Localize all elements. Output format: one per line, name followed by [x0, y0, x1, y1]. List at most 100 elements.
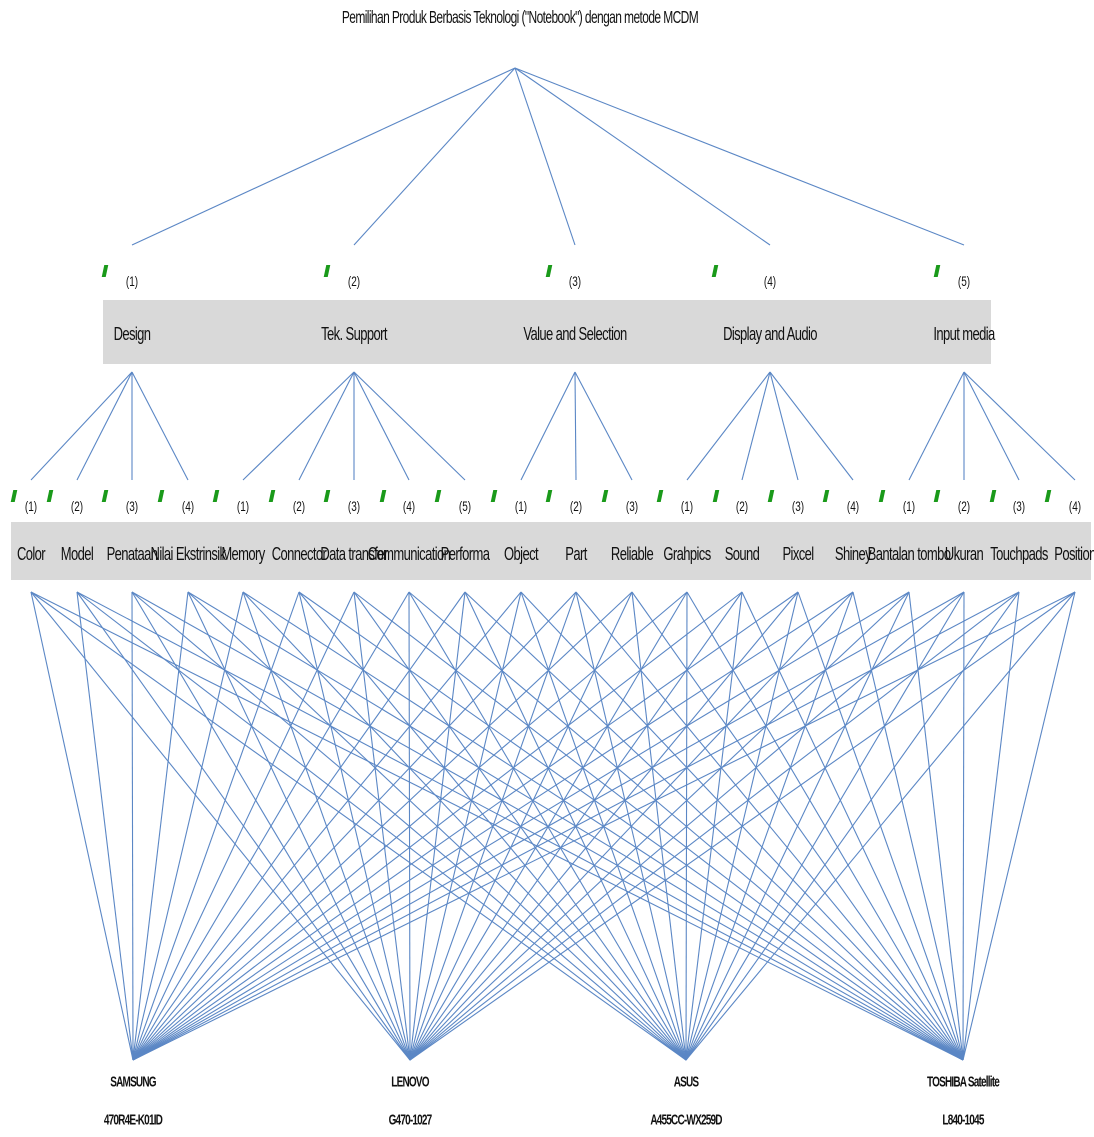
edge-criteria-3-sub-2 — [574, 371, 577, 481]
criteria-2-label: Tek. Support — [321, 322, 387, 345]
edge-sub-10-alt-1 — [132, 591, 522, 1061]
edge-sub-17-alt-4 — [908, 591, 964, 1061]
edge-sub-1-alt-3 — [30, 591, 687, 1061]
edge-goal-criteria-5 — [514, 67, 965, 246]
subcriteria-4-2-label: Sound — [724, 542, 760, 565]
subcriteria-4-2-number: (2) — [735, 499, 749, 516]
subcriteria-5-1-label: Bantalan tombo — [867, 542, 951, 565]
subcriteria-4-4-number: (4) — [846, 499, 860, 516]
alternative-2-brand: LENOVO — [391, 1074, 429, 1091]
subcriteria-3-2-label: Part — [565, 542, 587, 565]
subcriteria-5-3-label: Touchpads — [990, 542, 1048, 565]
edge-sub-18-alt-4 — [962, 591, 965, 1061]
edge-goal-criteria-1 — [131, 67, 516, 246]
subcriteria-4-1-number: (1) — [680, 499, 694, 516]
subcriteria-3-1-label: Object — [504, 542, 539, 565]
edge-goal-criteria-3 — [514, 67, 576, 246]
subcriteria-band — [11, 522, 1091, 580]
subcriteria-2-1-number: (1) — [236, 499, 250, 516]
edge-sub-5-alt-3 — [242, 591, 687, 1061]
subcriteria-3-3-label: Reliable — [610, 542, 654, 565]
edge-sub-18-alt-1 — [132, 591, 965, 1061]
subcriteria-5-2-number: (2) — [957, 499, 971, 516]
subcriteria-5-3-number: (3) — [1012, 499, 1026, 516]
subcriteria-4-4-label: Shiney — [834, 542, 872, 565]
subcriteria-1-3-number: (3) — [125, 499, 139, 516]
edge-criteria-4-sub-2 — [741, 371, 771, 481]
edge-criteria-2-sub-2 — [298, 371, 355, 481]
subcriteria-4-3-label: Pixcel — [782, 542, 814, 565]
subcriteria-1-1-label: Color — [16, 542, 46, 565]
edge-sub-5-alt-1 — [132, 591, 244, 1061]
criteria-1-number: (1) — [125, 274, 139, 291]
edge-sub-17-alt-2 — [409, 591, 910, 1061]
edge-sub-19-alt-4 — [962, 591, 1020, 1061]
criteria-band — [103, 300, 991, 364]
edge-criteria-3-sub-1 — [520, 371, 576, 481]
alternative-4-model: L840-1045 — [942, 1112, 984, 1129]
subcriteria-2-2-label: Connector — [271, 542, 327, 565]
subcriteria-2-3-label: Data transfer — [320, 542, 388, 565]
edge-sub-1-alt-1 — [30, 591, 134, 1061]
edge-sub-16-alt-3 — [685, 591, 854, 1061]
edge-criteria-3-sub-3 — [574, 371, 633, 481]
edge-criteria-5-sub-1 — [908, 371, 965, 481]
subcriteria-3-3-number: (3) — [625, 499, 639, 516]
subcriteria-2-3-number: (3) — [347, 499, 361, 516]
edge-sub-4-alt-1 — [132, 591, 189, 1061]
edge-sub-17-alt-3 — [685, 591, 910, 1061]
edge-sub-3-alt-1 — [131, 591, 134, 1061]
edge-goal-criteria-4 — [514, 67, 771, 246]
subcriteria-2-2-number: (2) — [292, 499, 306, 516]
subcriteria-5-1-number: (1) — [902, 499, 916, 516]
subcriteria-2-5-label: Performa — [440, 542, 490, 565]
criteria-2-number: (2) — [347, 274, 361, 291]
criteria-5-label: Input media — [933, 322, 995, 345]
edge-sub-17-alt-1 — [132, 591, 910, 1061]
edge-criteria-2-sub-1 — [242, 371, 355, 481]
edge-criteria-2-sub-4 — [353, 371, 410, 481]
edge-sub-9-alt-1 — [132, 591, 466, 1061]
subcriteria-5-4-number: (4) — [1068, 499, 1082, 516]
criteria-1-label: Design — [113, 322, 151, 345]
edge-sub-7-alt-1 — [132, 591, 355, 1061]
subcriteria-4-3-number: (3) — [791, 499, 805, 516]
subcriteria-4-1-label: Grahpics — [663, 542, 711, 565]
edge-criteria-4-sub-1 — [686, 371, 771, 481]
edge-criteria-2-sub-5 — [353, 371, 466, 481]
edge-sub-1-alt-4 — [30, 591, 964, 1061]
edge-sub-19-alt-1 — [132, 591, 1020, 1061]
subcriteria-3-2-number: (2) — [569, 499, 583, 516]
alternative-1-brand: SAMSUNG — [110, 1074, 156, 1091]
edge-sub-8-alt-1 — [132, 591, 410, 1061]
edge-sub-6-alt-1 — [132, 591, 300, 1061]
edge-criteria-4-sub-4 — [769, 371, 854, 481]
edge-sub-12-alt-1 — [132, 591, 633, 1061]
edge-goal-criteria-2 — [353, 67, 516, 246]
edge-sub-16-alt-1 — [132, 591, 854, 1061]
subcriteria-1-1-number: (1) — [24, 499, 38, 516]
goal-title: Pemilihan Produk Berbasis Teknologi ("No… — [341, 6, 699, 28]
edge-criteria-1-sub-2 — [76, 371, 133, 481]
edge-sub-2-alt-1 — [76, 591, 134, 1061]
edge-sub-13-alt-1 — [132, 591, 688, 1061]
subcriteria-1-4-label: Nilai Ekstrinsik — [150, 542, 227, 565]
edge-sub-20-alt-2 — [409, 591, 1076, 1061]
subcriteria-2-5-number: (5) — [458, 499, 472, 516]
subcriteria-5-4-label: Position — [1054, 542, 1094, 565]
criteria-3-number: (3) — [568, 274, 582, 291]
subcriteria-3-1-number: (1) — [514, 499, 528, 516]
edge-sub-14-alt-1 — [132, 591, 743, 1061]
edge-sub-19-alt-3 — [685, 591, 1020, 1061]
alternative-4-brand: TOSHIBA Satellite — [927, 1074, 1000, 1091]
edge-criteria-5-sub-4 — [963, 371, 1076, 481]
edge-criteria-1-sub-1 — [30, 371, 133, 481]
edge-criteria-4-sub-3 — [769, 371, 799, 481]
subcriteria-5-2-label: Ukuran — [944, 542, 984, 565]
criteria-4-number: (4) — [763, 274, 777, 291]
subcriteria-1-2-number: (2) — [70, 499, 84, 516]
edge-sub-1-alt-2 — [30, 591, 411, 1061]
subcriteria-2-1-label: Memory — [221, 542, 265, 565]
